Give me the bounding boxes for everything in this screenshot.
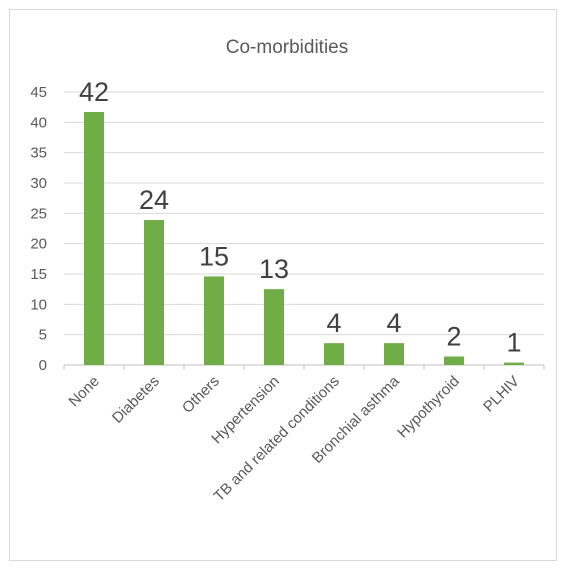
data-label: 15 bbox=[199, 241, 229, 271]
category-label: Hypothyroid bbox=[394, 373, 463, 442]
bar bbox=[84, 112, 104, 366]
y-tick-label: 0 bbox=[39, 357, 47, 374]
category-label: TB and related conditions bbox=[211, 373, 343, 505]
bar bbox=[504, 362, 524, 365]
y-tick-label: 20 bbox=[30, 236, 47, 253]
y-tick-label: 25 bbox=[30, 205, 47, 222]
y-tick-label: 35 bbox=[30, 145, 47, 162]
category-label: PLHIV bbox=[480, 373, 523, 416]
bars bbox=[84, 112, 524, 366]
y-tick-label: 30 bbox=[30, 175, 47, 192]
category-label: Others bbox=[179, 373, 223, 417]
y-tick-label: 5 bbox=[39, 327, 47, 344]
y-tick-label: 10 bbox=[30, 296, 47, 313]
data-label: 42 bbox=[79, 77, 109, 107]
y-tick-label: 40 bbox=[30, 114, 47, 131]
bar bbox=[264, 289, 284, 365]
bar bbox=[384, 343, 404, 365]
data-label: 13 bbox=[259, 254, 289, 284]
data-label: 4 bbox=[386, 308, 401, 338]
y-tick-label: 15 bbox=[30, 266, 47, 283]
bar bbox=[444, 356, 464, 365]
bar bbox=[204, 276, 224, 365]
y-axis-ticks: 0 5 10 15 20 25 30 35 40 45 bbox=[30, 84, 47, 374]
data-label: 24 bbox=[139, 185, 169, 215]
data-label: 4 bbox=[326, 308, 341, 338]
bar bbox=[144, 220, 164, 365]
y-tick-label: 45 bbox=[30, 84, 47, 101]
category-label: Diabetes bbox=[109, 373, 163, 427]
bar bbox=[324, 343, 344, 365]
data-label: 1 bbox=[506, 328, 521, 358]
category-label: None bbox=[65, 373, 102, 410]
gridlines bbox=[63, 91, 545, 370]
data-label: 2 bbox=[446, 322, 461, 352]
chart-title: Co-morbidities bbox=[226, 37, 348, 58]
